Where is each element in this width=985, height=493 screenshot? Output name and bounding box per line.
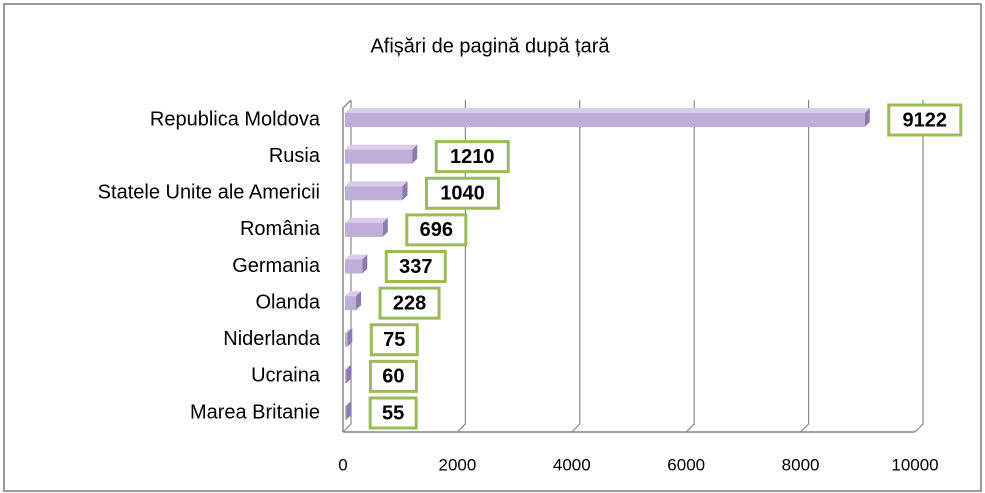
x-tick-label: 10000 [891,455,938,474]
bar-front [345,149,413,164]
left-wall [342,99,352,432]
bar [345,401,352,420]
data-label: 55 [382,402,404,424]
bar-front [345,113,865,127]
y-tick-label: Ucraina [251,365,321,387]
bar [345,108,870,127]
data-label-box [368,359,418,393]
bar-top [345,364,352,370]
data-label-box [378,286,441,320]
x-tick-label: 6000 [667,455,705,474]
data-label: 1040 [440,183,485,205]
chart-title: Afișări de pagină după țară [370,35,610,57]
x-tick-label: 4000 [553,455,591,474]
bar [345,364,352,384]
bar-top [345,217,388,223]
y-tick-label: Marea Britanie [190,401,320,423]
grid-line [800,100,810,433]
data-label-box [368,396,418,430]
data-label: 1210 [450,146,495,168]
y-tick-label: Olanda [256,291,321,313]
bar [345,181,408,201]
bar [345,254,368,274]
bar-top [345,327,353,333]
bar [345,217,388,237]
bar-top [345,401,352,406]
bar-side [356,291,362,311]
y-tick-label: Niderlanda [223,328,321,350]
bar-top [345,144,418,150]
bar-front [345,296,357,311]
bar [345,327,353,347]
data-label: 696 [420,219,453,241]
chart-frame [3,3,982,492]
bar-side [362,254,368,274]
y-tick-label: Statele Unite ale Americii [98,182,320,204]
y-tick-label: Germania [232,255,321,277]
data-label-box [434,140,510,174]
data-label: 9122 [903,109,948,131]
bar-top [345,181,408,187]
bar [345,144,418,164]
grid-line [571,100,581,433]
y-tick-label: România [240,218,321,240]
bar-front [345,332,348,347]
x-tick-label: 0 [338,455,347,474]
bar-side [346,401,352,420]
data-label-box [369,323,419,357]
data-label: 337 [399,256,432,278]
bar-top [345,254,368,260]
bar-side [402,181,408,201]
data-label: 60 [382,366,404,388]
bar-top [345,291,362,297]
grid-line [685,100,695,433]
bar-top [345,108,870,113]
x-tick-label: 8000 [782,455,820,474]
data-label-box [384,250,447,283]
grid-line [342,100,352,433]
x-tick-label: 2000 [438,455,476,474]
bar-side [382,217,388,237]
data-label: 228 [393,292,426,314]
bar-front [345,259,363,274]
bar-front [345,186,403,201]
y-tick-label: Republica Moldova [150,108,321,130]
bar-front [345,406,347,420]
bar-side [347,327,353,347]
bar-side [864,108,870,127]
data-label-box [887,103,963,137]
bar-side [412,144,418,164]
bar-side [346,364,352,384]
bar [345,291,362,311]
data-label: 75 [383,329,405,351]
data-label-box [424,176,500,210]
bar-front [345,369,347,384]
grid-line [914,100,924,433]
bar-front [345,222,383,237]
data-label-box [405,213,468,247]
y-tick-label: Rusia [269,145,321,167]
